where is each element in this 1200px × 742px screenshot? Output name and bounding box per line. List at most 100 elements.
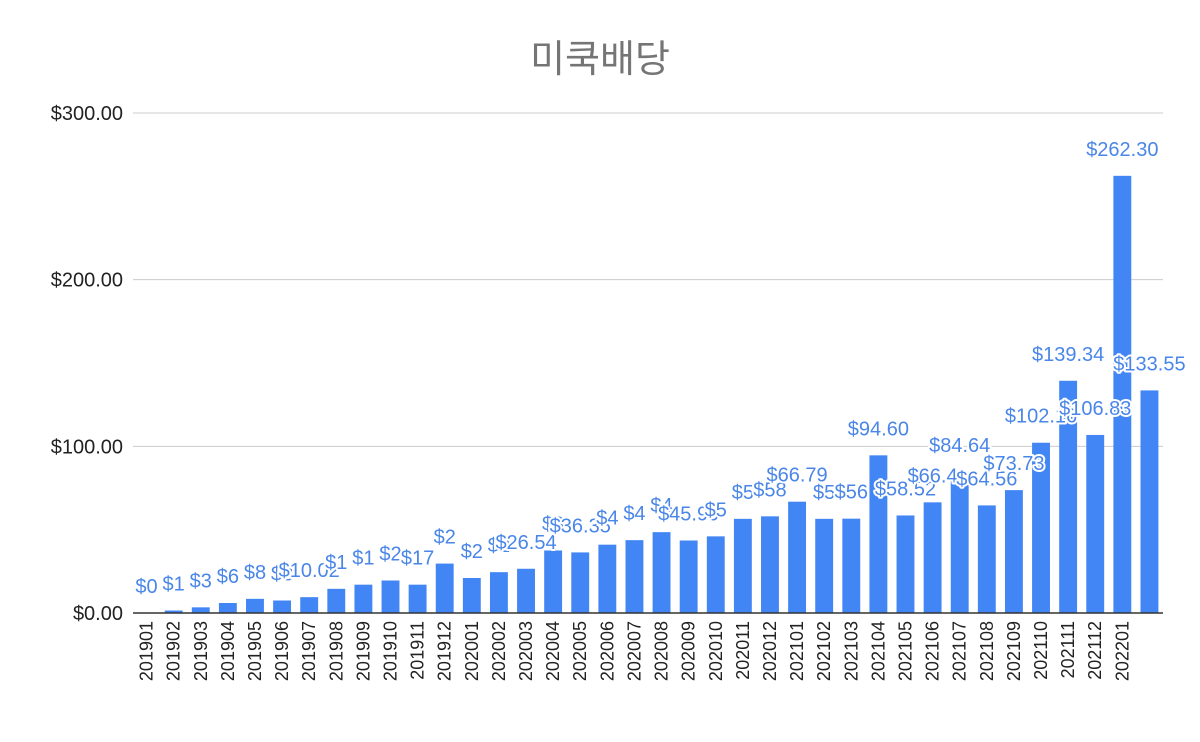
- bar: [1004, 490, 1023, 613]
- bar: [706, 536, 725, 613]
- data-label: $58.52: [875, 478, 936, 500]
- x-tick-label: 201907: [299, 621, 319, 681]
- x-tick-label: 201912: [435, 621, 455, 681]
- x-tick-label: 201902: [164, 621, 184, 681]
- x-tick-label: 202108: [977, 621, 997, 681]
- bar: [381, 580, 400, 613]
- x-tick-label: 201905: [245, 621, 265, 681]
- data-label: $26.54: [495, 532, 556, 554]
- bar: [733, 518, 752, 613]
- x-tick-label: 202102: [814, 621, 834, 681]
- x-tick-label: 201909: [353, 621, 373, 681]
- x-tick-label: 202110: [1031, 621, 1051, 680]
- x-tick-label: 202107: [950, 621, 970, 681]
- x-tick-label: 202012: [760, 621, 780, 681]
- data-label: $5: [813, 482, 835, 504]
- x-tick-label: 202112: [1085, 621, 1105, 680]
- bar: [300, 597, 319, 613]
- data-label: $8: [244, 562, 266, 584]
- x-tick-label: 201901: [137, 621, 157, 681]
- data-label: $84.64: [929, 435, 990, 457]
- x-tick-label: 202011: [733, 621, 753, 680]
- data-label: $5: [732, 482, 754, 504]
- x-tick-label: 202003: [516, 621, 536, 681]
- bar: [815, 518, 834, 613]
- bar: [218, 603, 237, 613]
- data-label: $8: [271, 564, 293, 586]
- x-tick-label: 202109: [1004, 621, 1024, 681]
- data-label: $139.34: [1032, 344, 1104, 366]
- bar: [408, 584, 427, 613]
- chart-title: 미쿡배당: [530, 37, 670, 81]
- data-label: $64.56: [956, 468, 1017, 490]
- x-tick-label: 202002: [489, 621, 509, 681]
- bar: [896, 515, 915, 613]
- data-label: $45.99: [658, 504, 719, 526]
- bar: [435, 563, 454, 613]
- bar: [327, 588, 346, 613]
- data-label: $3: [190, 570, 212, 592]
- data-label: $73.73: [983, 453, 1044, 475]
- y-tick-label: $200.00: [51, 270, 123, 292]
- data-label: $2: [488, 535, 510, 557]
- x-tick-label: 202010: [706, 621, 726, 681]
- data-label: $4: [596, 508, 618, 530]
- bar: [923, 502, 942, 613]
- x-tick-label: 202106: [923, 621, 943, 681]
- bar: [1113, 175, 1132, 614]
- bar: [517, 568, 535, 613]
- data-label: $66.79: [766, 465, 827, 487]
- data-label: $6: [217, 566, 239, 588]
- data-label: $102.16: [1005, 406, 1077, 428]
- bar: [1032, 442, 1050, 613]
- data-label: $2: [434, 527, 456, 549]
- data-label: $10.02: [279, 560, 340, 582]
- bar: [977, 505, 996, 613]
- y-tick-label: $100.00: [51, 436, 123, 458]
- x-tick-label: 202201: [1112, 621, 1132, 681]
- data-label: $4: [623, 503, 645, 525]
- bar: [788, 501, 807, 613]
- x-tick-label: 201911: [408, 621, 428, 680]
- data-label: $262.30: [1086, 139, 1158, 161]
- x-tick-label: 201903: [191, 621, 211, 681]
- data-label: $94.60: [848, 418, 909, 440]
- data-label: $1: [352, 548, 374, 570]
- y-tick-label: $0.00: [73, 603, 123, 625]
- x-tick-label: 202005: [570, 621, 590, 681]
- x-tick-label: 202101: [787, 621, 807, 681]
- x-tick-label: 202105: [896, 621, 916, 681]
- bar: [191, 607, 210, 613]
- x-tick-label: 201908: [326, 621, 346, 681]
- x-tick-label: 202001: [462, 621, 482, 681]
- x-tick-label: 202111: [1058, 621, 1078, 678]
- bar: [652, 532, 671, 613]
- x-tick-label: 202103: [841, 621, 861, 681]
- data-label: $56: [835, 482, 868, 504]
- data-label: $2: [379, 544, 401, 566]
- data-label: $58: [753, 479, 786, 501]
- bar: [842, 518, 861, 613]
- bar: [761, 516, 779, 613]
- bar: [273, 600, 292, 613]
- data-label: $17: [401, 548, 434, 570]
- bar: [164, 610, 183, 613]
- x-tick-label: 202007: [624, 621, 644, 681]
- x-tick-label: 201906: [272, 621, 292, 681]
- x-tick-label: 201910: [381, 621, 401, 681]
- x-tick-label: 202004: [543, 621, 563, 681]
- bar: [354, 584, 373, 613]
- bar: [462, 578, 481, 613]
- data-label: $36.35: [550, 515, 611, 537]
- data-label: $66.4: [908, 465, 958, 487]
- bar: [1140, 390, 1159, 613]
- bar: [246, 598, 264, 613]
- data-label: $2: [461, 541, 483, 563]
- data-label: $1: [163, 574, 185, 596]
- x-tick-label: 202104: [868, 621, 888, 681]
- bar: [544, 550, 563, 613]
- data-label: $0: [135, 576, 157, 598]
- bar: [950, 471, 969, 613]
